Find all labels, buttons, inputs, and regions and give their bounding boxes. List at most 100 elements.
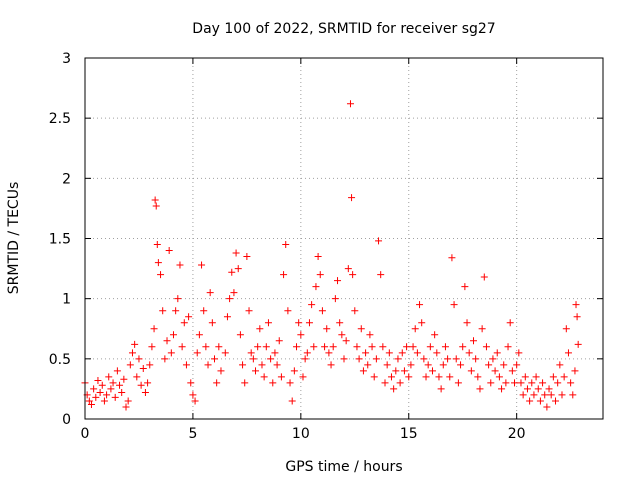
data-point xyxy=(528,379,536,387)
data-point xyxy=(444,355,452,363)
data-point xyxy=(94,376,102,384)
data-point xyxy=(506,319,514,327)
data-point xyxy=(370,373,378,381)
data-point xyxy=(141,389,149,397)
data-point xyxy=(128,349,136,357)
data-point xyxy=(515,349,523,357)
data-point xyxy=(226,295,234,303)
data-point xyxy=(90,385,98,393)
y-tick-label: 1 xyxy=(62,292,71,308)
data-point xyxy=(273,361,281,369)
data-point xyxy=(530,391,538,399)
data-point xyxy=(189,391,197,399)
data-point xyxy=(159,307,167,315)
data-point xyxy=(103,391,111,399)
x-tick-label: 5 xyxy=(188,426,197,442)
data-point xyxy=(321,343,329,351)
data-point xyxy=(178,343,186,351)
data-point xyxy=(493,349,501,357)
data-point xyxy=(107,385,115,393)
x-tick-labels: 0 5 10 15 20 xyxy=(81,426,526,442)
data-point xyxy=(416,301,424,309)
data-point xyxy=(96,389,104,397)
data-point xyxy=(217,367,225,375)
data-point xyxy=(312,283,320,291)
data-point xyxy=(349,271,357,279)
data-point xyxy=(446,373,454,381)
data-point xyxy=(413,349,421,357)
data-point xyxy=(500,361,508,369)
data-point xyxy=(144,379,152,387)
data-point xyxy=(487,379,495,387)
data-point xyxy=(450,301,458,309)
data-point xyxy=(470,337,477,345)
data-point xyxy=(329,343,337,351)
data-point xyxy=(325,349,333,357)
data-point xyxy=(195,331,203,339)
data-point xyxy=(426,343,434,351)
data-point xyxy=(428,367,436,375)
data-point xyxy=(422,373,430,381)
y-tick-label: 3 xyxy=(62,51,71,67)
data-point xyxy=(465,349,473,357)
data-point xyxy=(383,361,391,369)
data-point xyxy=(454,379,462,387)
data-point xyxy=(131,340,139,348)
data-point xyxy=(359,367,367,375)
data-point xyxy=(560,373,568,381)
data-point xyxy=(336,319,344,327)
data-point xyxy=(232,249,240,257)
data-point xyxy=(310,343,318,351)
data-point xyxy=(297,331,305,339)
data-point xyxy=(573,313,581,321)
data-point xyxy=(118,389,126,397)
data-point xyxy=(260,373,268,381)
data-point xyxy=(552,397,560,405)
data-point xyxy=(100,397,108,405)
data-point xyxy=(243,253,251,261)
data-point xyxy=(523,385,531,393)
data-point xyxy=(152,202,160,210)
data-point xyxy=(200,307,208,315)
data-point xyxy=(277,373,285,381)
data-point xyxy=(448,254,456,262)
data-point xyxy=(508,367,516,375)
data-point xyxy=(286,379,294,387)
data-point xyxy=(379,343,387,351)
data-point xyxy=(403,343,411,351)
data-point xyxy=(407,361,415,369)
data-point xyxy=(153,241,161,249)
data-point xyxy=(305,319,313,327)
data-point xyxy=(342,337,350,345)
data-point xyxy=(351,307,359,315)
data-point xyxy=(569,391,577,399)
data-point xyxy=(139,364,147,372)
data-point xyxy=(323,325,331,333)
data-point xyxy=(239,361,247,369)
data-point xyxy=(353,343,361,351)
data-point xyxy=(215,343,223,351)
data-point xyxy=(135,355,143,363)
data-point xyxy=(295,319,303,327)
data-point xyxy=(247,349,255,357)
data-point xyxy=(191,397,199,405)
data-point xyxy=(390,385,398,393)
data-point xyxy=(381,379,389,387)
data-point xyxy=(331,295,339,303)
data-point xyxy=(574,340,582,348)
data-point xyxy=(348,194,356,202)
data-point xyxy=(485,361,493,369)
data-point xyxy=(249,355,257,363)
data-point xyxy=(280,271,288,279)
data-point xyxy=(198,261,206,269)
data-point xyxy=(357,325,365,333)
data-point xyxy=(558,391,566,399)
data-point xyxy=(564,349,572,357)
data-point xyxy=(167,349,175,357)
data-point xyxy=(405,373,413,381)
data-point xyxy=(511,379,519,387)
data-point xyxy=(133,373,141,381)
data-point xyxy=(252,367,260,375)
data-point xyxy=(433,349,441,357)
